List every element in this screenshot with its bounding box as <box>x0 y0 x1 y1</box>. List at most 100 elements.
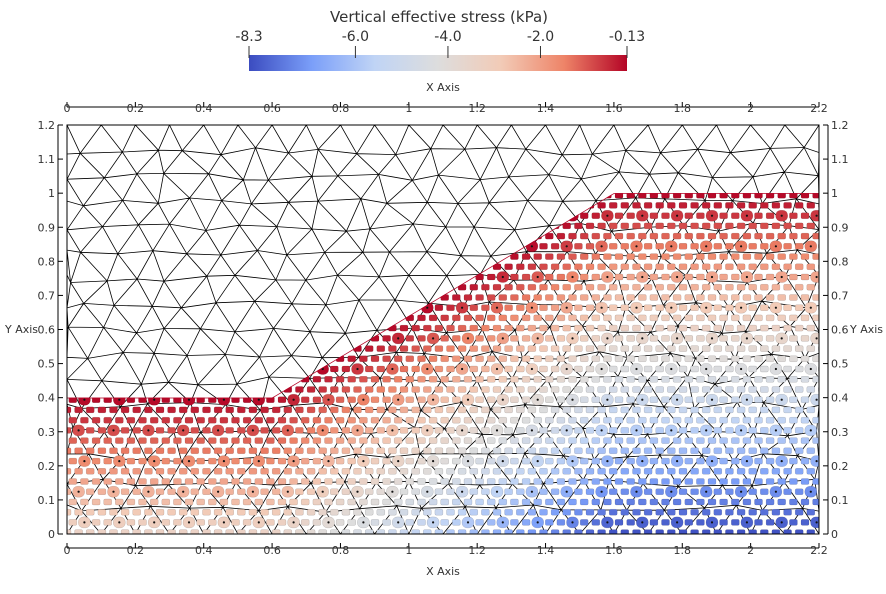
mesh-node <box>745 398 749 401</box>
stress-point <box>481 284 490 291</box>
stress-point <box>620 202 629 209</box>
stress-point <box>760 468 769 475</box>
stress-point <box>597 222 606 230</box>
stress-point <box>417 355 426 362</box>
stress-point <box>754 232 763 240</box>
stress-point <box>649 193 659 199</box>
stress-point <box>672 314 682 322</box>
stress-point <box>469 468 478 475</box>
stress-point <box>213 509 223 516</box>
stress-point <box>254 498 264 506</box>
stress-point <box>609 468 618 475</box>
mesh-node <box>641 460 644 463</box>
stress-point <box>120 427 130 434</box>
stress-point <box>742 355 752 362</box>
stress-point <box>649 335 659 342</box>
stress-point <box>818 509 819 516</box>
stress-point <box>556 437 566 444</box>
stress-point <box>167 468 176 475</box>
stress-point <box>545 498 554 506</box>
stress-point <box>417 417 426 424</box>
stress-point <box>539 324 548 332</box>
mesh-node <box>432 460 435 463</box>
stress-point <box>806 284 815 291</box>
mesh-node <box>565 306 568 309</box>
mesh-node <box>153 398 156 401</box>
stress-point <box>452 376 461 383</box>
stress-point <box>655 304 664 311</box>
stress-point <box>585 427 595 434</box>
mesh-node <box>571 460 574 463</box>
stress-point <box>202 447 211 454</box>
mesh-node <box>606 275 609 279</box>
stress-point <box>144 509 153 516</box>
stress-point <box>771 324 781 332</box>
stress-point <box>754 212 763 219</box>
mesh-node <box>536 398 539 401</box>
mesh-node <box>600 429 603 432</box>
stress-point <box>754 294 763 301</box>
stress-point <box>719 273 728 281</box>
stress-point <box>702 324 711 332</box>
stress-point <box>783 304 792 311</box>
stress-point <box>591 294 600 301</box>
stress-point <box>672 355 682 362</box>
stress-point <box>574 304 583 311</box>
stress-point <box>370 478 380 485</box>
stress-point <box>481 406 490 414</box>
stress-point <box>603 294 612 301</box>
y-tick-label-left: 0.9 <box>38 221 56 234</box>
stress-point <box>690 202 699 209</box>
stress-point <box>789 519 798 526</box>
stress-point <box>97 447 107 454</box>
stress-point <box>707 417 717 424</box>
stress-point <box>539 284 548 291</box>
stress-point <box>696 232 705 240</box>
x-tick-label-top: 0.4 <box>195 102 213 115</box>
stress-point <box>161 417 171 424</box>
stress-point <box>649 253 659 260</box>
stress-point <box>301 396 310 403</box>
stress-point <box>649 355 659 362</box>
stress-point <box>132 488 141 495</box>
stress-point <box>527 324 537 332</box>
mesh-node <box>606 521 609 524</box>
stress-point <box>446 529 455 534</box>
stress-point <box>771 529 781 534</box>
stress-point <box>399 447 409 454</box>
stress-point <box>382 519 391 526</box>
stress-point <box>149 498 159 506</box>
stress-point <box>504 406 513 414</box>
stress-point <box>196 396 205 403</box>
stress-point <box>585 345 595 352</box>
stress-point <box>469 529 478 534</box>
stress-point <box>562 406 571 414</box>
stress-point <box>806 509 815 516</box>
stress-point <box>603 253 612 260</box>
stress-point <box>696 294 705 301</box>
stress-point <box>678 488 688 495</box>
mesh-node <box>780 337 783 340</box>
stress-point <box>487 437 496 444</box>
stress-point <box>242 396 252 403</box>
mesh-node <box>740 306 743 309</box>
stress-point <box>254 417 264 424</box>
x-tick-label-bottom: 1 <box>405 544 412 557</box>
stress-point <box>272 468 281 475</box>
stress-point <box>783 202 792 209</box>
stress-point <box>370 376 380 383</box>
stress-point <box>550 222 560 230</box>
stress-point <box>382 437 391 444</box>
x-tick-label-top: 1.8 <box>674 102 692 115</box>
stress-point <box>614 314 624 322</box>
stress-point <box>394 376 403 383</box>
stress-point <box>109 529 118 534</box>
mesh-node <box>600 306 603 309</box>
stress-point <box>661 273 670 281</box>
stress-point <box>330 406 339 414</box>
stress-point <box>702 529 711 534</box>
stress-point <box>481 365 490 373</box>
stress-point <box>696 457 705 465</box>
mesh-node <box>809 490 812 493</box>
stress-point <box>550 304 560 311</box>
